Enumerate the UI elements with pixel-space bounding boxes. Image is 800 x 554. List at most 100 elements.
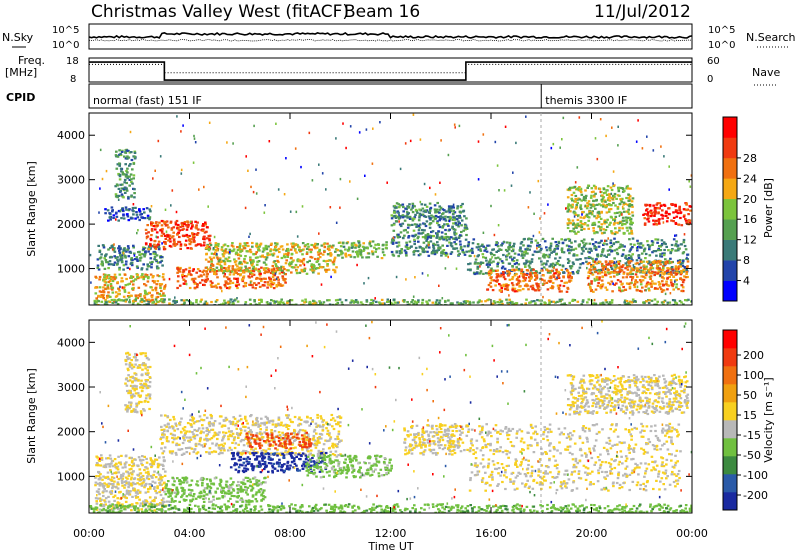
echo-cell [287,300,291,303]
echo-cell [130,509,133,512]
echo-cell [286,301,289,305]
echo-cell [508,272,512,275]
echo-cell [286,300,289,303]
echo-cell [338,298,342,301]
echo-cell [367,256,371,259]
echo-cell [431,220,435,223]
echo-cell [406,301,409,304]
echo-cell [669,252,672,255]
echo-cell [481,243,484,246]
echo-cell [515,266,518,269]
echo-cell [300,303,303,305]
echo-speckle [181,276,184,279]
echo-speckle [99,148,102,152]
echo-cell [571,219,575,222]
echo-cell [650,272,654,275]
echo-cell [499,275,503,278]
echo-cell [435,251,439,254]
echo-cell [671,268,674,271]
echo-cell [524,265,527,268]
echo-cell [193,282,197,285]
echo-cell [191,232,194,235]
echo-cell [128,493,132,496]
echo-cell [102,486,105,489]
echo-cell [380,257,384,260]
echo-cell [570,197,573,200]
echo-cell [146,379,150,382]
echo-cell [309,251,313,254]
echo-cell [327,253,330,256]
echo-cell [265,271,269,274]
echo-cell [188,286,192,290]
echo-cell [520,241,524,244]
echo-cell [587,216,591,219]
echo-cell [526,252,529,255]
echo-cell [393,214,396,218]
echo-cell [598,212,601,215]
echo-cell [242,269,245,272]
echo-cell [281,284,285,287]
echo-cell [126,410,129,413]
echo-cell [155,300,159,303]
echo-cell [438,238,441,241]
echo-cell [125,169,128,173]
echo-cell [140,484,144,487]
echo-speckle [150,205,153,208]
echo-cell [627,254,631,257]
echo-cell [522,276,525,279]
echo-cell [123,254,126,257]
echo-cell [136,492,139,495]
echo-cell [656,238,660,241]
echo-cell [528,273,532,276]
echo-cell [587,219,590,222]
echo-cell [255,245,258,248]
echo-cell [95,464,98,467]
echo-cell [605,243,609,246]
echo-cell [132,300,135,303]
echo-cell [100,290,103,294]
echo-cell [142,275,146,278]
echo-cell [129,394,133,397]
echo-cell [125,188,128,191]
echo-cell [487,244,491,247]
echo-cell [472,238,476,241]
echo-cell [212,285,216,288]
echo-cell [437,248,441,251]
echo-cell [227,268,231,271]
echo-cell [457,302,461,305]
echo-cell [518,249,522,252]
echo-cell [144,466,147,469]
echo-cell [572,222,575,225]
echo-cell [383,254,386,257]
echo-speckle [226,141,228,144]
echo-cell [216,276,219,279]
echo-cell [176,280,180,283]
echo-cell [166,223,169,226]
echo-cell [127,374,130,377]
echo-speckle [641,147,644,150]
echo-speckle [371,162,374,165]
echo-cell [365,300,369,303]
echo-cell [437,216,440,219]
echo-cell [678,265,681,268]
echo-cell [609,186,613,189]
echo-cell [127,369,130,372]
echo-cell [106,261,110,264]
echo-cell [319,302,322,305]
echo-cell [451,218,455,221]
echo-cell [205,230,208,233]
echo-cell [573,299,577,302]
echo-cell [643,247,647,250]
echo-cell [310,256,314,259]
echo-cell [149,457,152,460]
echo-cell [185,224,188,227]
echo-speckle [345,146,347,150]
echo-cell [127,482,130,485]
echo-cell [543,254,546,257]
echo-cell [436,233,439,236]
echo-cell [613,270,616,273]
echo-cell [224,248,228,251]
echo-cell [618,286,621,289]
echo-cell [172,238,176,241]
echo-cell [98,286,102,289]
